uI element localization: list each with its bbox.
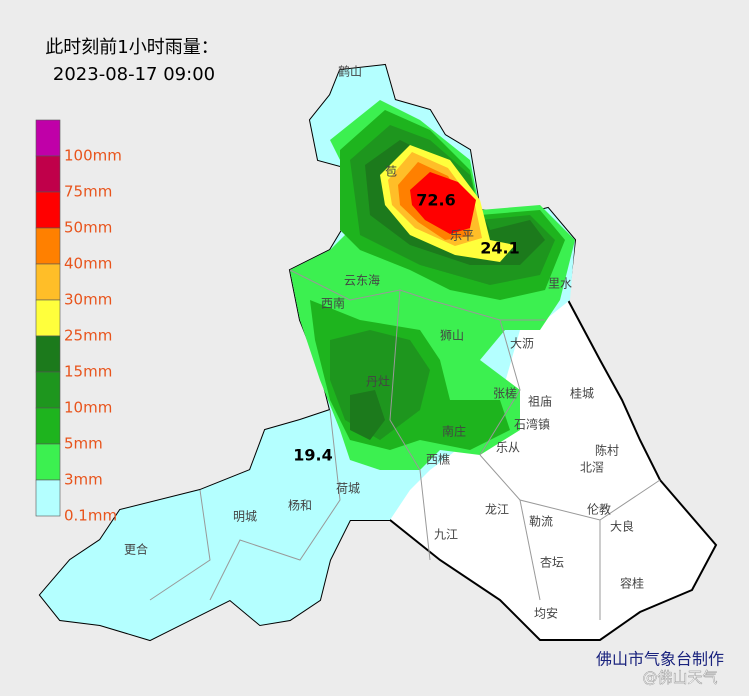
rain-value: 72.6 (416, 191, 455, 210)
legend-label: 15mm (64, 363, 112, 381)
place-label: 里水 (548, 277, 572, 291)
place-label: 杏坛 (540, 556, 564, 570)
place-label: 勒流 (529, 515, 553, 529)
legend-swatch (35, 155, 61, 193)
place-label: 张槎 (493, 386, 517, 401)
place-label: 鹤山 (338, 64, 362, 79)
legend-swatch (35, 299, 61, 337)
credit: 佛山市气象台制作 (596, 650, 724, 669)
place-label: 荷城 (336, 482, 360, 496)
legend-swatch (35, 119, 61, 157)
legend-swatch (35, 371, 61, 409)
place-label: 石湾镇 (514, 417, 550, 432)
place-label: 陈村 (595, 443, 619, 458)
legend-label: 10mm (64, 399, 112, 417)
place-label: 伦教 (587, 502, 611, 517)
place-label: 更合 (124, 542, 148, 557)
place-label: 杨和 (288, 498, 312, 513)
legend-label: 75mm (64, 183, 112, 201)
legend-label: 100mm (64, 147, 122, 165)
time: 2023-08-17 09:00 (53, 64, 215, 85)
legend-label: 50mm (64, 219, 112, 237)
legend-swatch (35, 407, 61, 445)
legend: 100mm 75mm 50mm 40mm 30mm 25mm 15mm 10mm 5mm 3mm 0… (35, 119, 122, 525)
rain-area-50mm (410, 172, 476, 234)
place-label: 龙江 (485, 503, 509, 517)
legend-label: 25mm (64, 327, 112, 345)
place-label: 容桂 (620, 576, 644, 591)
legend-swatch (35, 191, 61, 229)
title: 此时刻前1小时雨量： (45, 37, 218, 58)
place-label: 大良 (610, 519, 634, 534)
legend-swatch (35, 263, 61, 301)
place-label: 西南 (321, 296, 345, 311)
legend-label: 3mm (64, 471, 103, 489)
legend-label: 40mm (64, 255, 112, 273)
watermark: @佛山天气 (642, 669, 717, 687)
district-borders (149, 269, 661, 620)
place-label: 大沥 (510, 337, 534, 351)
place-label: 明城 (233, 510, 257, 524)
place-label: 西樵 (426, 452, 450, 467)
legend-swatch (35, 335, 61, 373)
place-label: 苞 (385, 165, 397, 179)
place-label: 南庄 (442, 424, 466, 439)
legend-label: 0.1mm (64, 507, 117, 525)
place-label: 乐平 (450, 229, 474, 243)
legend-label: 5mm (64, 435, 103, 453)
place-label: 九江 (434, 528, 458, 542)
place-label: 乐从 (496, 441, 520, 455)
legend-swatch (35, 479, 61, 517)
rain-value: 19.4 (293, 446, 332, 465)
rain-value: 24.1 (480, 239, 519, 258)
place-label: 云东海 (344, 273, 380, 288)
place-label: 祖庙 (528, 394, 552, 409)
place-label: 狮山 (440, 329, 464, 343)
place-label: 均安 (534, 606, 558, 621)
legend-label: 30mm (64, 291, 112, 309)
place-label: 丹灶 (366, 375, 390, 389)
place-label: 桂城 (570, 386, 594, 401)
place-label: 北滘 (580, 461, 604, 475)
rain-values: 72.6 24.1 19.4 (293, 191, 519, 465)
legend-swatch (35, 443, 61, 481)
legend-swatch (35, 227, 61, 265)
